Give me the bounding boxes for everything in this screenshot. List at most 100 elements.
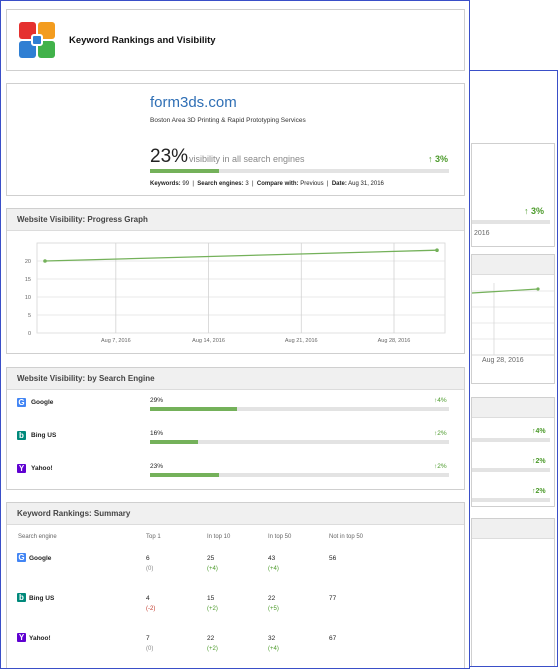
site-domain: form3ds.com <box>150 94 237 111</box>
back-x-tick: Aug 28, 2016 <box>482 357 524 364</box>
engine-visibility-fill <box>150 440 198 444</box>
arrow-up-icon: ↑ <box>434 397 438 404</box>
engine-visibility-percent: 29% <box>150 397 164 404</box>
x-tick-label: Aug 28, 2016 <box>378 338 411 344</box>
engine-visibility-fill <box>150 407 237 411</box>
top10-change: (+2) <box>207 646 218 652</box>
yahoo-icon: Y <box>17 464 26 473</box>
summary-engine-name: Google <box>29 555 52 562</box>
top1-value: 6 <box>146 555 150 562</box>
progress-graph-title: Website Visibility: Progress Graph <box>7 209 464 231</box>
back-visibility-change: ↑ 3% <box>524 206 545 216</box>
not-top50-value: 77 <box>329 595 337 602</box>
top50-change: (+4) <box>268 646 279 652</box>
visibility-percent: 23% <box>150 146 189 167</box>
data-point <box>435 248 439 252</box>
top10-change: (+4) <box>207 566 218 572</box>
column-header: In top 10 <box>207 534 231 540</box>
engine-name: Google <box>31 399 54 406</box>
top10-value: 15 <box>207 595 215 602</box>
column-header: Search engine <box>18 534 57 540</box>
engine-visibility-percent: 23% <box>150 463 164 470</box>
engine-visibility-percent: 16% <box>150 430 164 437</box>
y-tick-label: 5 <box>28 313 31 319</box>
plot-frame <box>36 242 446 334</box>
top1-change: (-2) <box>146 606 156 612</box>
data-point <box>43 259 47 263</box>
top10-value: 25 <box>207 555 215 562</box>
y-tick-label: 10 <box>25 295 31 301</box>
not-top50-value: 56 <box>329 555 337 562</box>
back-engine-change: ↑4% <box>532 428 546 435</box>
engine-visibility-change: ↑2% <box>434 463 447 470</box>
yahoo-icon: Y <box>17 633 26 642</box>
engine-visibility-change: ↑2% <box>434 430 447 437</box>
engine-name: Bing US <box>31 432 57 439</box>
back-summary-card <box>471 518 555 666</box>
back-card-header <box>472 255 554 275</box>
google-icon: G <box>17 553 26 562</box>
back-visibility-track <box>472 220 550 224</box>
arrow-up-icon: ↑ <box>434 430 438 437</box>
y-tick-label: 20 <box>25 259 31 265</box>
back-engine-change: ↑2% <box>532 458 546 465</box>
back-progress-card: Aug 28, 2016 <box>471 254 555 384</box>
arrow-up-icon: ↑ <box>427 154 433 164</box>
visibility-progress-fill <box>150 169 219 173</box>
background-report-page: ↑ 3% 2016 Aug 28, 2016 ↑4% ↑2% ↑2% <box>466 70 558 667</box>
not-top50-value: 67 <box>329 635 337 642</box>
visibility-change: ↑ 3% <box>427 154 448 164</box>
top1-value: 4 <box>146 595 150 602</box>
visibility-label: visibility in all search engines <box>189 154 305 164</box>
report-meta: Keywords: 99 | Search engines: 3 | Compa… <box>150 181 384 187</box>
engine-visibility-card: Website Visibility: by Search Engine G G… <box>6 367 465 490</box>
app-logo-icon <box>19 22 57 60</box>
company-description: Boston Area 3D Printing & Rapid Prototyp… <box>150 117 306 124</box>
engine-visibility-title: Website Visibility: by Search Engine <box>7 368 464 390</box>
report-header: Keyword Rankings and Visibility <box>6 9 465 71</box>
top1-change: (0) <box>146 566 154 572</box>
back-engine-card: ↑4% ↑2% ↑2% <box>471 397 555 507</box>
report-page: Keyword Rankings and Visibility form3ds.… <box>0 0 470 669</box>
top10-value: 22 <box>207 635 215 642</box>
column-header: Not in top 50 <box>329 534 364 540</box>
x-tick-label: Aug 21, 2016 <box>285 338 318 344</box>
engine-visibility-track <box>150 440 449 444</box>
engine-visibility-track <box>150 473 449 477</box>
back-card-header <box>472 519 554 539</box>
top1-value: 7 <box>146 635 150 642</box>
back-engine-track <box>472 498 550 502</box>
top50-value: 43 <box>268 555 276 562</box>
summary-engine-name: Bing US <box>29 595 55 602</box>
series-line <box>44 249 438 262</box>
bing-icon: b <box>17 431 26 440</box>
back-engine-track <box>472 438 550 442</box>
y-tick-label: 15 <box>25 277 31 283</box>
y-tick-label: 0 <box>28 331 31 337</box>
rankings-summary-card: Keyword Rankings: Summary Search engine … <box>6 502 465 668</box>
x-tick-label: Aug 14, 2016 <box>192 338 225 344</box>
google-icon: G <box>17 398 26 407</box>
column-header: In top 50 <box>268 534 292 540</box>
top10-change: (+2) <box>207 606 218 612</box>
top50-value: 32 <box>268 635 276 642</box>
back-site-card: ↑ 3% 2016 <box>471 143 555 247</box>
back-card-header <box>472 398 554 418</box>
back-engine-track <box>472 468 550 472</box>
top50-change: (+5) <box>268 606 279 612</box>
report-title: Keyword Rankings and Visibility <box>69 35 216 46</box>
visibility-progress-chart: 0 5 10 15 20 Aug 7, 2016 Aug 14, 2016 Aug 21, 2… <box>25 242 446 344</box>
top50-value: 22 <box>268 595 276 602</box>
bing-icon: b <box>17 593 26 602</box>
visibility-progress-track <box>150 169 449 173</box>
back-progress-graph <box>472 283 554 356</box>
progress-graph-card: Website Visibility: Progress Graph 0 5 10 1… <box>6 208 465 354</box>
back-date-fragment: 2016 <box>474 230 490 237</box>
back-engine-change: ↑2% <box>532 488 546 495</box>
arrow-up-icon: ↑ <box>434 463 438 470</box>
column-header: Top 1 <box>146 534 161 540</box>
engine-visibility-track <box>150 407 449 411</box>
rankings-summary-title: Keyword Rankings: Summary <box>7 503 464 525</box>
top50-change: (+4) <box>268 566 279 572</box>
engine-visibility-change: ↑4% <box>434 397 447 404</box>
